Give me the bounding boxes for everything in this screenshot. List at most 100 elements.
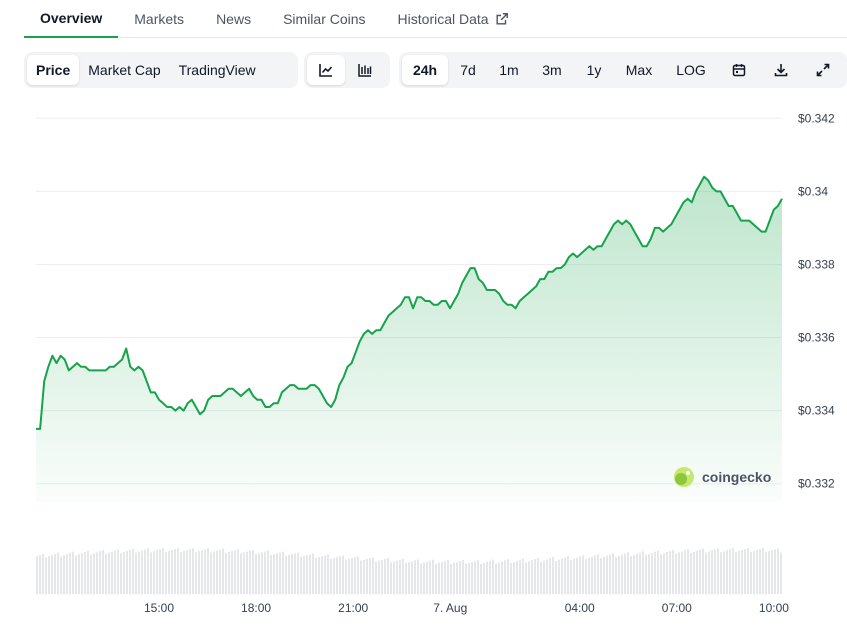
market-cap-button[interactable]: Market Cap <box>88 62 161 78</box>
download-button[interactable] <box>760 55 802 85</box>
volume-bar <box>504 560 506 594</box>
volume-bar <box>276 553 278 594</box>
range-3m-button[interactable]: 3m <box>542 62 562 78</box>
volume-bar <box>222 548 224 594</box>
volume-bar <box>681 551 683 594</box>
price-button[interactable]: Price <box>27 55 80 85</box>
volume-bar <box>585 559 587 594</box>
volume-bar <box>87 550 89 594</box>
volume-bar <box>315 557 317 594</box>
volume-bar <box>603 556 605 594</box>
volume-bar <box>411 561 413 594</box>
volume-bar <box>384 558 386 594</box>
volume-bar <box>468 562 470 594</box>
volume-bar <box>447 559 449 594</box>
volume-bar <box>375 561 377 594</box>
y-axis: $0.342 $0.34 $0.338 $0.336 $0.334 $0.332 <box>798 111 835 490</box>
volume-bar <box>555 560 557 594</box>
log-scale-button[interactable]: LOG <box>676 62 706 78</box>
volume-bar <box>675 553 677 594</box>
volume-bar <box>597 554 599 594</box>
volume-bar <box>456 561 458 594</box>
volume-bar <box>210 552 212 594</box>
candlestick-button[interactable] <box>345 55 385 85</box>
volume-bar <box>36 556 38 594</box>
price-line[interactable] <box>36 175 783 430</box>
tab-historical-data[interactable]: Historical Data <box>382 0 525 38</box>
volume-bar <box>225 552 227 594</box>
volume-bar <box>471 561 473 594</box>
gecko-logo-icon <box>674 467 694 487</box>
volume-bar <box>267 550 269 594</box>
volume-bar <box>570 560 572 594</box>
volume-bar <box>474 560 476 594</box>
volume-bar <box>522 558 524 594</box>
y-tick-label: $0.332 <box>798 477 835 491</box>
volume-bar <box>90 554 92 594</box>
volume-bar <box>663 553 665 594</box>
tab-overview[interactable]: Overview <box>24 0 119 38</box>
volume-bar <box>285 555 287 594</box>
y-tick-label: $0.338 <box>798 257 835 271</box>
volume-bar <box>162 548 164 594</box>
volume-bar <box>204 549 206 594</box>
x-tick-label: 15:00 <box>144 601 174 615</box>
volume-bar <box>732 548 734 594</box>
range-24h-button[interactable]: 24h <box>402 55 448 85</box>
tab-markets[interactable]: Markets <box>118 0 200 38</box>
x-axis: 15:00 18:00 21:00 7. Aug 04:00 07:00 10:00 <box>144 601 789 615</box>
volume-bar <box>678 552 680 594</box>
volume-bar <box>51 555 53 594</box>
volume-bar <box>759 549 761 594</box>
volume-bar <box>243 552 245 594</box>
volume-bar <box>612 553 614 594</box>
volume-bar <box>216 550 218 594</box>
line-chart-button[interactable] <box>307 55 345 85</box>
volume-bar <box>507 559 509 594</box>
volume-bar <box>534 559 536 594</box>
volume-bar <box>246 551 248 594</box>
volume-bar <box>693 551 695 594</box>
volume-bar <box>459 560 461 594</box>
volume-bar <box>738 551 740 594</box>
volume-bar <box>519 559 521 594</box>
tradingview-button[interactable]: TradingView <box>178 62 256 78</box>
external-link-icon <box>496 13 508 25</box>
calendar-button[interactable] <box>718 55 760 85</box>
volume-bar <box>582 555 584 594</box>
volume-bar <box>462 559 464 594</box>
volume-bar <box>138 551 140 594</box>
volume-bar <box>501 561 503 594</box>
volume-bar <box>252 549 254 594</box>
volume-bar <box>771 550 773 594</box>
volume-bar <box>66 554 68 594</box>
volume-bar <box>639 552 641 594</box>
volume-bar <box>189 549 191 594</box>
volume-bar <box>486 561 488 594</box>
tab-similar-coins[interactable]: Similar Coins <box>267 0 381 38</box>
volume-bar <box>711 550 713 594</box>
volume-bar <box>432 559 434 594</box>
volume-bar <box>669 550 671 594</box>
volume-bar <box>606 555 608 594</box>
volume-bar <box>780 552 782 594</box>
volume-bar <box>645 555 647 594</box>
tab-news[interactable]: News <box>200 0 267 38</box>
range-1y-button[interactable]: 1y <box>586 62 602 78</box>
volume-bar <box>492 559 494 594</box>
volume-bar <box>99 551 101 594</box>
volume-bar <box>261 552 263 594</box>
volume-bar <box>633 554 635 594</box>
range-7d-button[interactable]: 7d <box>460 62 476 78</box>
volume-bar <box>483 562 485 594</box>
x-tick-label: 04:00 <box>565 601 595 615</box>
price-chart[interactable]: $0.342 $0.34 $0.338 $0.336 $0.334 $0.332 15:0… <box>0 100 847 636</box>
y-tick-label: $0.334 <box>798 404 835 418</box>
volume-bar <box>96 552 98 594</box>
volume-bar <box>531 560 533 594</box>
range-max-button[interactable]: Max <box>625 62 653 78</box>
range-1m-button[interactable]: 1m <box>499 62 519 78</box>
volume-bar <box>540 561 542 594</box>
volume-bar <box>60 556 62 594</box>
fullscreen-button[interactable] <box>802 55 844 85</box>
